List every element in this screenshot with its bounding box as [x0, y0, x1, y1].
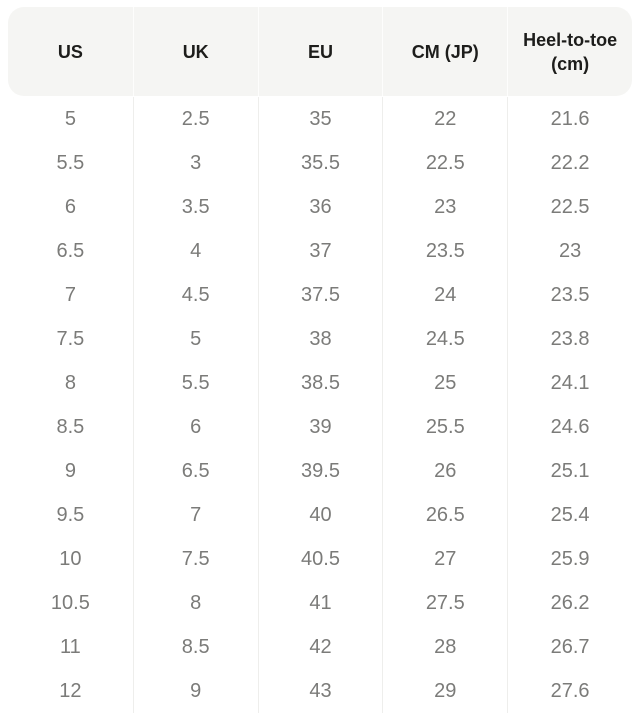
table-cell: 7.5 [132, 537, 258, 581]
table-cell: 26.5 [382, 493, 507, 537]
table-cell: 25.1 [507, 449, 632, 493]
table-cell: 26.7 [507, 625, 632, 669]
table-cell: 35 [257, 97, 383, 141]
table-cell: 37 [257, 229, 383, 273]
table-cell: 7 [64, 283, 76, 306]
table-cell: 35.5 [257, 141, 383, 185]
table-row: 5 2.5 35 22 21.6 [8, 97, 632, 141]
table-cell: 7 [132, 493, 258, 537]
table-cell: 9.5 [56, 503, 85, 526]
table-cell: 38.5 [257, 361, 383, 405]
table-cell: 25 [382, 361, 507, 405]
table-cell: 37.5 [257, 273, 383, 317]
table-row: 12 9 43 29 27.6 [8, 669, 632, 713]
table-cell: 26 [382, 449, 507, 493]
table-body: 5 2.5 35 22 21.6 5.5 3 35.5 22.5 22.2 6 3.5 36 23 22.5… [8, 96, 632, 713]
table-header-row: US UK EU CM (JP) Heel-to-toe (cm) [8, 7, 632, 96]
table-cell: 42 [257, 625, 383, 669]
table-row: 7.5 5 38 24.5 23.8 [8, 317, 632, 361]
table-cell: 9 [132, 669, 258, 713]
table-cell: 23 [507, 229, 632, 273]
table-cell: 23.5 [382, 229, 507, 273]
table-cell: 24.6 [507, 405, 632, 449]
table-cell: 11 [60, 635, 81, 658]
table-cell: 27.6 [507, 669, 632, 713]
table-cell: 22 [382, 97, 507, 141]
column-header-uk: UK [132, 7, 258, 96]
table-cell: 4 [132, 229, 258, 273]
table-cell: 24.5 [382, 317, 507, 361]
table-cell: 6.5 [132, 449, 258, 493]
table-cell: 10.5 [50, 591, 90, 614]
table-cell: 6 [132, 405, 258, 449]
table-cell: 28 [382, 625, 507, 669]
table-cell: 41 [257, 581, 383, 625]
column-header-eu: EU [257, 7, 383, 96]
table-row: 7 4.5 37.5 24 23.5 [8, 273, 632, 317]
column-header-cm-jp: CM (JP) [382, 7, 507, 96]
table-cell: 23.5 [507, 273, 632, 317]
table-cell: 24 [382, 273, 507, 317]
table-cell: 8.5 [56, 415, 85, 438]
table-row: 8.5 6 39 25.5 24.6 [8, 405, 632, 449]
table-cell: 23.8 [507, 317, 632, 361]
table-cell: 38 [257, 317, 383, 361]
table-row: 6 3.5 36 23 22.5 [8, 185, 632, 229]
table-row: 10.5 8 41 27.5 26.2 [8, 581, 632, 625]
table-cell: 8 [132, 581, 258, 625]
table-cell: 40 [257, 493, 383, 537]
table-cell: 9 [64, 459, 76, 482]
table-cell: 26.2 [507, 581, 632, 625]
table-cell: 6 [64, 195, 76, 218]
table-row: 5.5 3 35.5 22.5 22.2 [8, 141, 632, 185]
table-cell: 5 [132, 317, 258, 361]
table-cell: 3 [132, 141, 258, 185]
table-cell: 24.1 [507, 361, 632, 405]
table-cell: 29 [382, 669, 507, 713]
table-row: 8 5.5 38.5 25 24.1 [8, 361, 632, 405]
table-cell: 27.5 [382, 581, 507, 625]
table-cell: 36 [257, 185, 383, 229]
table-cell: 2.5 [132, 97, 258, 141]
table-row: 9 6.5 39.5 26 25.1 [8, 449, 632, 493]
table-cell: 22.5 [382, 141, 507, 185]
table-cell: 12 [59, 679, 82, 702]
table-cell: 8.5 [132, 625, 258, 669]
table-cell: 22.2 [507, 141, 632, 185]
table-cell: 23 [382, 185, 507, 229]
table-cell: 40.5 [257, 537, 383, 581]
table-cell: 5.5 [132, 361, 258, 405]
table-cell: 39 [257, 405, 383, 449]
table-cell: 5 [64, 107, 76, 130]
table-row: 6.5 4 37 23.5 23 [8, 229, 632, 273]
table-cell: 6.5 [56, 239, 85, 262]
column-header-heel-to-toe: Heel-to-toe (cm) [507, 7, 632, 96]
table-cell: 21.6 [507, 97, 632, 141]
table-cell: 25.5 [382, 405, 507, 449]
table-row: 9.5 7 40 26.5 25.4 [8, 493, 632, 537]
table-cell: 3.5 [132, 185, 258, 229]
table-cell: 10 [59, 547, 82, 570]
table-cell: 43 [257, 669, 383, 713]
table-cell: 27 [382, 537, 507, 581]
table-row: 11 8.5 42 28 26.7 [8, 625, 632, 669]
table-row: 10 7.5 40.5 27 25.9 [8, 537, 632, 581]
table-cell: 25.4 [507, 493, 632, 537]
table-cell: 8 [64, 371, 76, 394]
size-conversion-table: US UK EU CM (JP) Heel-to-toe (cm) 5 2.5 35… [8, 7, 632, 713]
table-cell: 22.5 [507, 185, 632, 229]
table-cell: 4.5 [132, 273, 258, 317]
column-header-us: US [57, 41, 83, 62]
table-cell: 5.5 [56, 151, 85, 174]
table-cell: 39.5 [257, 449, 383, 493]
table-cell: 25.9 [507, 537, 632, 581]
table-cell: 7.5 [56, 327, 85, 350]
